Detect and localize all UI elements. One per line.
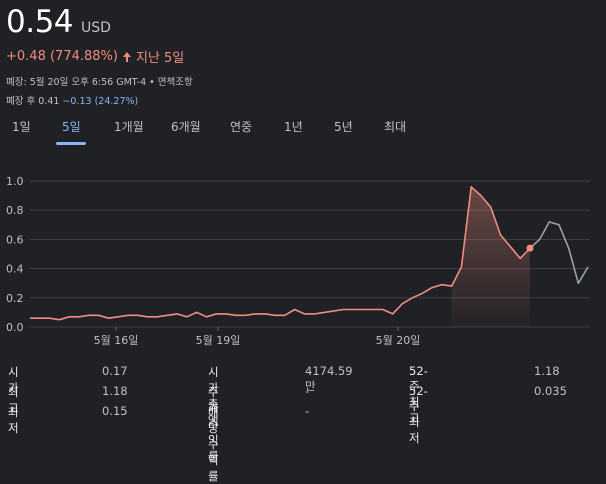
tab-1m[interactable]: 1개월 <box>114 120 144 134</box>
price-chart[interactable]: 1.0 0.8 0.6 0.4 0.2 0.0 5월 16일 5월 19일 5월 20일 <box>0 170 606 350</box>
stat-label: 최저 <box>8 405 19 435</box>
stat-value: 0.035 <box>534 384 567 398</box>
price-line <box>30 186 531 321</box>
arrow-up-icon <box>122 51 131 62</box>
stat-value: 1.18 <box>102 384 128 398</box>
tab-ytd[interactable]: 연중 <box>230 120 253 134</box>
current-price-marker <box>526 244 534 252</box>
x-tick-label: 5월 19일 <box>196 333 241 347</box>
range-tabs: 1일 5일 1개월 6개월 연중 1년 5년 최대 <box>0 114 606 145</box>
stat-label: 배당수익률 <box>208 405 219 483</box>
close-info: 폐장: 5월 20일 오후 6:56 GMT-4 • 면책조항 <box>6 77 193 88</box>
x-tick-label: 5월 16일 <box>94 333 139 347</box>
tab-5d[interactable]: 5일 <box>62 120 81 134</box>
tab-1y[interactable]: 1년 <box>284 120 303 134</box>
stat-value: 4174.59만 <box>305 364 353 393</box>
change-period: 지난 5일 <box>135 51 185 66</box>
stat-label: 52-주 최고 <box>409 364 428 425</box>
tab-max[interactable]: 최대 <box>384 120 407 134</box>
current-price: 0.54 <box>6 4 74 40</box>
stat-value: - <box>305 404 310 418</box>
tab-6m[interactable]: 6개월 <box>171 120 201 134</box>
y-tick-label: 0.8 <box>6 204 24 217</box>
y-tick-label: 0.0 <box>6 321 24 334</box>
after-hours-price: 폐장 후 0.41 <box>6 96 60 107</box>
y-tick-label: 0.6 <box>6 233 24 246</box>
stat-value: 0.17 <box>102 364 128 378</box>
tab-5y[interactable]: 5년 <box>334 120 353 134</box>
active-tab-indicator <box>56 142 86 145</box>
after-hours-line <box>529 221 589 284</box>
y-tick-label: 0.2 <box>6 292 24 305</box>
after-hours-change: −0.13 (24.27%) <box>62 96 139 107</box>
price-area-fill <box>451 186 530 327</box>
stat-label: 최고 <box>8 385 19 415</box>
price-header: 0.54 USD <box>6 4 111 40</box>
price-change: +0.48 (774.88%) <box>6 49 118 64</box>
after-hours-info: 폐장 후 0.41 −0.13 (24.27%) <box>6 93 138 107</box>
tab-1d[interactable]: 1일 <box>12 120 31 134</box>
stat-label: 시가총액 <box>208 365 219 427</box>
price-change-row: +0.48 (774.88%) 지난 5일 <box>6 47 184 66</box>
stat-value: 1.18 <box>534 364 560 378</box>
y-tick-label: 1.0 <box>6 175 24 188</box>
stat-label: 52-주 최저 <box>409 384 428 445</box>
x-tick-label: 5월 20일 <box>376 333 421 347</box>
currency-label: USD <box>81 20 111 36</box>
stat-label: 시가 <box>8 365 19 395</box>
y-tick-label: 0.4 <box>6 263 24 276</box>
stat-value: 0.15 <box>102 404 128 418</box>
stat-value: - <box>305 384 310 398</box>
